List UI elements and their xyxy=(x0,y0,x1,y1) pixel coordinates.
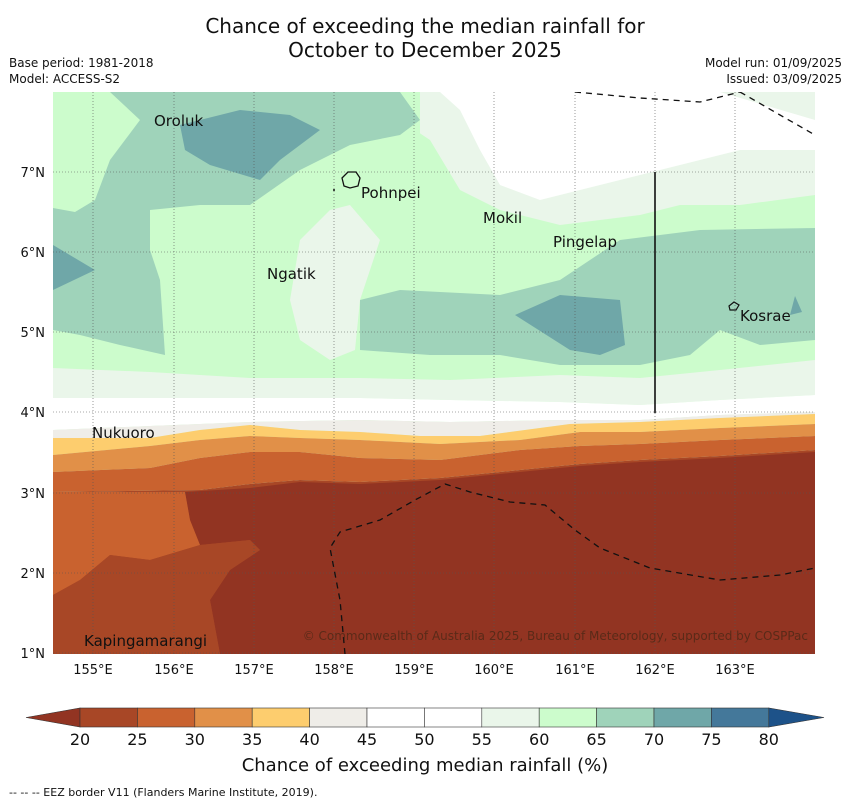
colorbar-tick-label: 25 xyxy=(127,730,147,749)
title-line-1: Chance of exceeding the median rainfall … xyxy=(205,14,645,38)
latitude-tick-label: 4°N xyxy=(21,406,46,421)
colorbar-tick-label: 75 xyxy=(701,730,721,749)
colorbar-tick-label: 80 xyxy=(759,730,779,749)
latitude-tick-label: 2°N xyxy=(21,567,46,582)
colorbar-segment xyxy=(653,707,712,728)
colorbar-segment xyxy=(424,707,483,728)
colorbar-tick-label: 70 xyxy=(644,730,664,749)
colorbar-segment xyxy=(194,707,253,728)
colorbar-over-arrow xyxy=(768,707,825,728)
latitude-tick-label: 1°N xyxy=(21,647,46,662)
place-label-pohnpei: Pohnpei xyxy=(361,184,421,202)
longitude-tick-label: 157°E xyxy=(234,663,274,678)
place-label-nukuoro: Nukuoro xyxy=(92,424,155,442)
place-label-oroluk: Oroluk xyxy=(154,112,203,130)
model-run: Model run: 01/09/2025 xyxy=(704,56,842,70)
longitude-tick-label: 160°E xyxy=(474,663,514,678)
colorbar-under-arrow xyxy=(25,707,81,728)
place-label-ngatik: Ngatik xyxy=(267,265,316,283)
place-label-kapingamarangi: Kapingamarangi xyxy=(84,632,207,650)
longitude-tick-label: 156°E xyxy=(154,663,194,678)
model-name: Model: ACCESS-S2 xyxy=(9,72,121,86)
kosrae-island-shape xyxy=(728,301,740,311)
place-label-mokil: Mokil xyxy=(483,209,522,227)
base-period: Base period: 1981-2018 xyxy=(9,56,154,70)
colorbar-tick-label: 65 xyxy=(586,730,606,749)
islet-marker xyxy=(333,189,335,191)
colorbar-tick-label: 40 xyxy=(299,730,319,749)
longitude-tick-label: 158°E xyxy=(314,663,354,678)
place-label-kosrae: Kosrae xyxy=(740,307,791,325)
latitude-tick-label: 3°N xyxy=(21,487,46,502)
issued-date: Issued: 03/09/2025 xyxy=(726,72,842,86)
colorbar-tick-label: 55 xyxy=(472,730,492,749)
copyright-text: © Commonwealth of Australia 2025, Bureau… xyxy=(303,629,808,643)
colorbar-title: Chance of exceeding median rainfall (%) xyxy=(241,755,609,776)
latitude-tick-label: 7°N xyxy=(21,166,46,181)
longitude-tick-labels: 155°E 156°E 157°E 158°E 159°E 160°E 161°E 162°E… xyxy=(73,663,755,678)
colorbar-segment xyxy=(137,707,196,728)
eez-border-lines xyxy=(329,92,815,654)
longitude-tick-label: 162°E xyxy=(635,663,675,678)
probability-fill-bands xyxy=(53,92,815,654)
longitude-tick-label: 159°E xyxy=(394,663,434,678)
place-label-pingelap: Pingelap xyxy=(553,233,617,251)
colorbar: 20 25 30 35 40 45 50 55 60 65 70 75 80 xyxy=(25,707,825,749)
colorbar-segment xyxy=(596,707,655,728)
longitude-tick-label: 161°E xyxy=(555,663,595,678)
colorbar-tick-label: 50 xyxy=(414,730,434,749)
colorbar-segment xyxy=(366,707,425,728)
colorbar-tick-label: 20 xyxy=(70,730,90,749)
colorbar-tick-label: 35 xyxy=(242,730,262,749)
eez-footnote: -- -- -- EEZ border V11 (Flanders Marine… xyxy=(9,786,318,799)
colorbar-tick-label: 30 xyxy=(185,730,205,749)
pohnpei-island-shape xyxy=(341,171,361,189)
map-gridlines xyxy=(53,92,815,654)
colorbar-segment xyxy=(481,707,540,728)
colorbar-segment xyxy=(538,707,597,728)
longitude-tick-label: 155°E xyxy=(73,663,113,678)
colorbar-tick-label: 45 xyxy=(357,730,377,749)
title-line-2: October to December 2025 xyxy=(288,38,562,62)
colorbar-segment xyxy=(79,707,138,728)
colorbar-segment xyxy=(251,707,310,728)
colorbar-tick-label: 60 xyxy=(529,730,549,749)
longitude-tick-label: 163°E xyxy=(715,663,755,678)
latitude-tick-label: 6°N xyxy=(21,246,46,261)
colorbar-segment xyxy=(309,707,368,728)
latitude-tick-label: 5°N xyxy=(21,326,46,341)
colorbar-segment xyxy=(711,707,770,728)
latitude-tick-labels: 7°N 6°N 5°N 4°N 3°N 2°N 1°N xyxy=(21,166,46,662)
